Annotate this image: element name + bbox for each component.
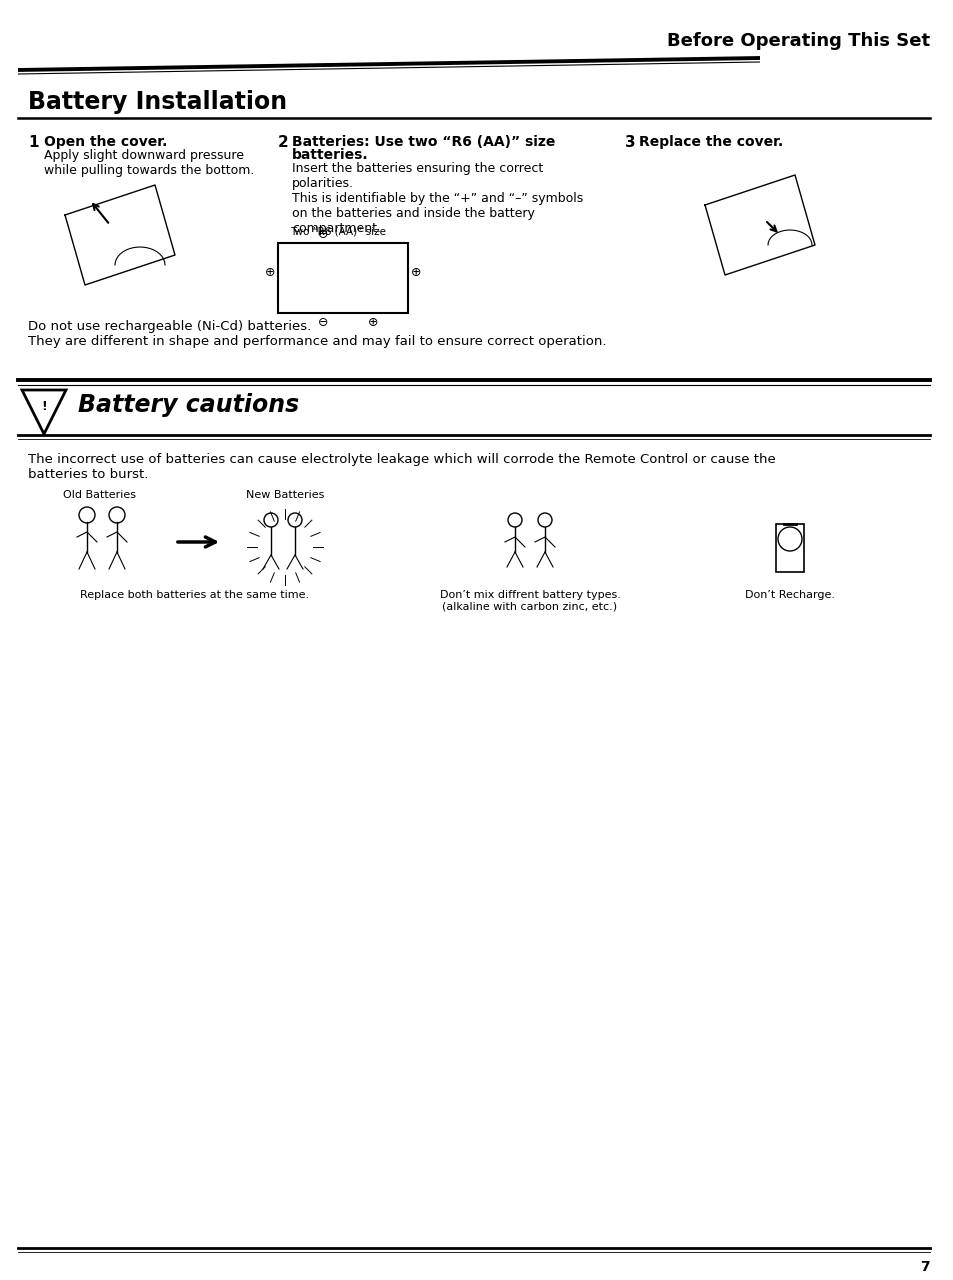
Text: Batteries: Use two “R6 (AA)” size: Batteries: Use two “R6 (AA)” size	[292, 134, 555, 148]
Text: batteries.: batteries.	[292, 148, 368, 163]
Bar	[775, 524, 803, 572]
Text: Before Operating This Set: Before Operating This Set	[666, 32, 929, 50]
Text: Do not use rechargeable (Ni-Cd) batteries.
They are different in shape and perfo: Do not use rechargeable (Ni-Cd) batterie…	[28, 320, 606, 348]
Text: 2: 2	[277, 134, 289, 150]
Text: Replace the cover.: Replace the cover.	[639, 134, 782, 148]
Text: ⊕: ⊕	[265, 266, 275, 279]
Text: 1: 1	[28, 134, 38, 150]
Text: Two “R6 (AA)” size: Two “R6 (AA)” size	[290, 227, 386, 237]
Text: Open the cover.: Open the cover.	[44, 134, 167, 148]
Text: Don’t mix diffrent battery types.
(alkaline with carbon zinc, etc.): Don’t mix diffrent battery types. (alkal…	[439, 590, 619, 612]
Bar	[277, 243, 408, 314]
Text: New Batteries: New Batteries	[246, 490, 324, 500]
Text: Insert the batteries ensuring the correct
polarities.
This is identifiable by th: Insert the batteries ensuring the correc…	[292, 163, 582, 236]
Text: 3: 3	[624, 134, 635, 150]
Text: ⊕: ⊕	[411, 266, 421, 279]
Text: Old Batteries: Old Batteries	[64, 490, 136, 500]
Text: Replace both batteries at the same time.: Replace both batteries at the same time.	[80, 590, 309, 600]
Text: ⊕: ⊕	[367, 316, 377, 329]
Text: ⊖: ⊖	[317, 316, 328, 329]
Text: Don’t Recharge.: Don’t Recharge.	[744, 590, 834, 600]
Text: Battery cautions: Battery cautions	[78, 393, 299, 417]
Text: The incorrect use of batteries can cause electrolyte leakage which will corrode : The incorrect use of batteries can cause…	[28, 453, 775, 481]
Text: Apply slight downward pressure
while pulling towards the bottom.: Apply slight downward pressure while pul…	[44, 148, 254, 177]
Text: Battery Installation: Battery Installation	[28, 90, 287, 114]
Text: !: !	[41, 399, 47, 412]
Text: 7: 7	[920, 1260, 929, 1274]
Text: ⊖: ⊖	[317, 229, 328, 242]
